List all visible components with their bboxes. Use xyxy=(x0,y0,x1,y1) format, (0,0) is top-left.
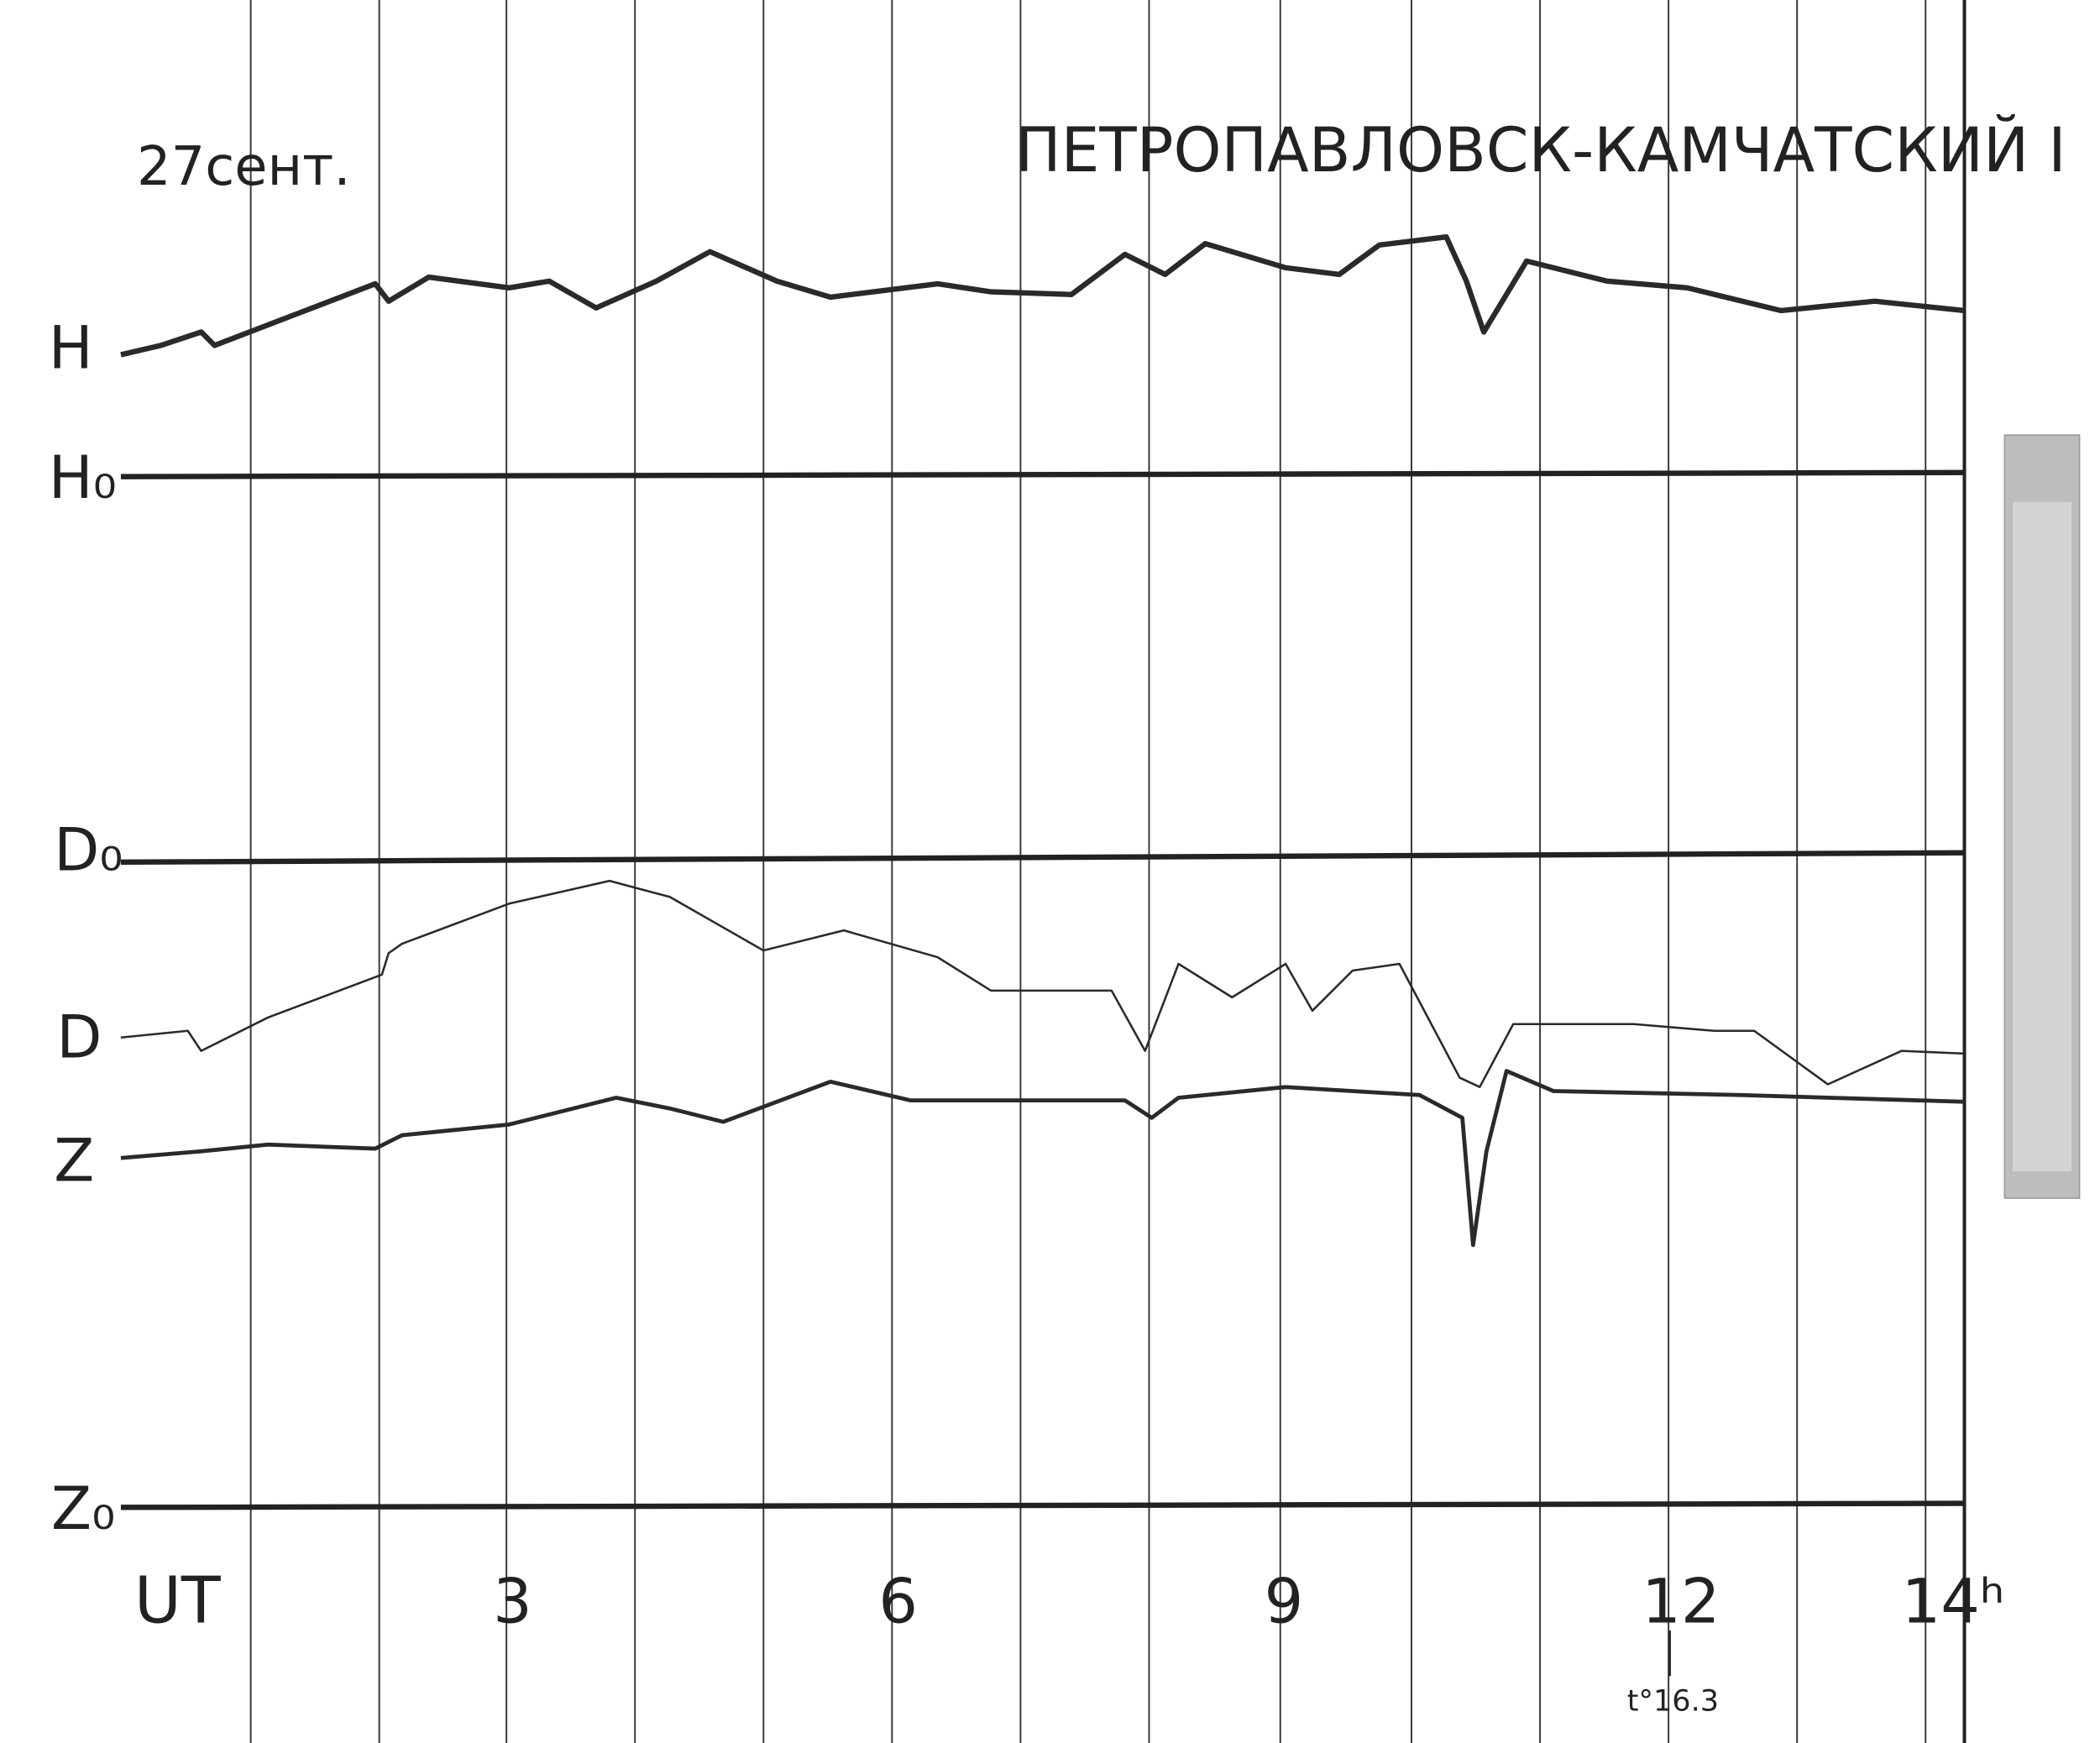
time-label: 3 xyxy=(493,1566,532,1637)
h-trace xyxy=(120,234,1965,358)
trace-label: D xyxy=(56,1003,102,1072)
trace-label: H₀ xyxy=(49,443,117,512)
baselines xyxy=(120,469,1965,1510)
date: 27сент. xyxy=(137,136,351,198)
time-label: 14ʰ xyxy=(1902,1566,2005,1637)
d0-baseline xyxy=(120,850,1965,866)
time-label: UT xyxy=(134,1563,221,1638)
z0-baseline xyxy=(120,1500,1965,1510)
z-trace xyxy=(120,1069,1965,1248)
h0-baseline xyxy=(120,469,1965,479)
time-label: 6 xyxy=(878,1566,918,1637)
d-trace xyxy=(120,879,1965,1088)
trace-label: D₀ xyxy=(54,815,123,884)
trace-label: Z₀ xyxy=(51,1474,115,1543)
time-label: 12 xyxy=(1642,1566,1720,1637)
trace-label: H xyxy=(49,313,93,382)
trace-label: Z xyxy=(54,1126,94,1195)
temperature-note: t°16.3 xyxy=(1627,1684,1719,1719)
station: ПЕТРОПАВЛОВСК-КАМЧАТСКИЙ I xyxy=(1015,114,2066,186)
calibration-scale xyxy=(2012,501,2072,1172)
time-label: 9 xyxy=(1265,1566,1304,1637)
